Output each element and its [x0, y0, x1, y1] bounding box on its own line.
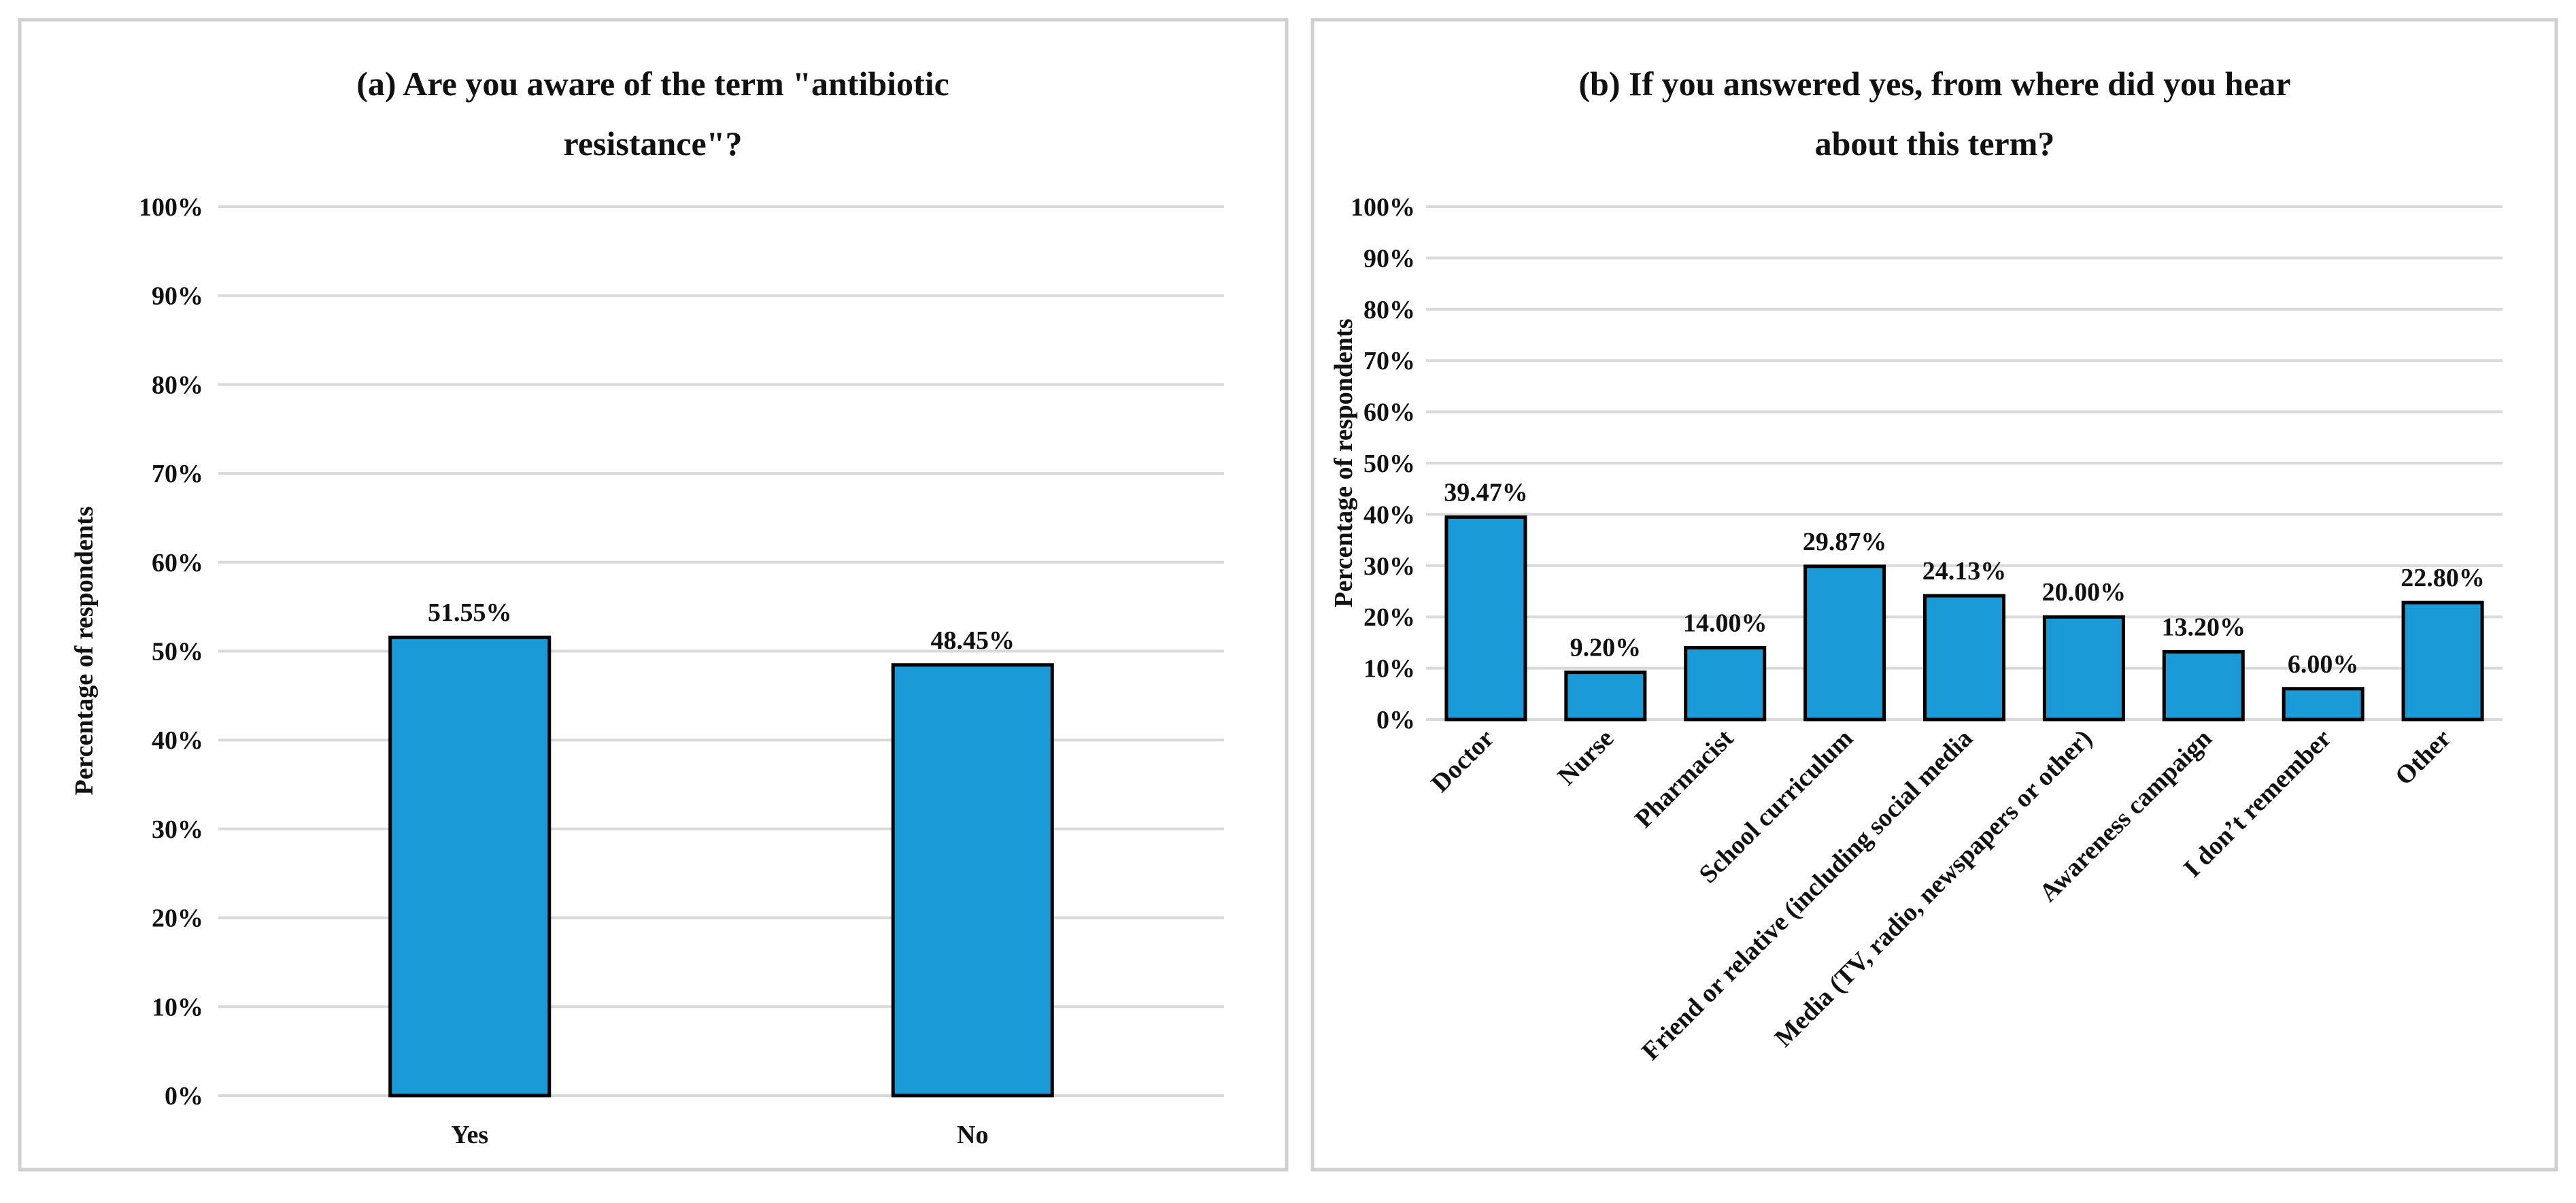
bar-pharmacist: [1684, 645, 1767, 722]
x-category-label: Yes: [451, 1121, 488, 1149]
y-tick-label: 0%: [165, 1082, 203, 1111]
data-label: 6.00%: [2288, 650, 2359, 679]
bar-doctor: [1444, 515, 1527, 722]
chart-title-line: resistance"?: [564, 124, 743, 163]
data-label: 13.20%: [2162, 613, 2246, 641]
bar-nurse: [1564, 671, 1647, 722]
y-tick-label: 70%: [152, 460, 203, 488]
data-label: 48.45%: [931, 626, 1015, 655]
y-tick-label: 50%: [1363, 450, 1415, 478]
y-tick-label: 10%: [1363, 655, 1415, 683]
y-tick-label: 80%: [1363, 296, 1415, 324]
y-axis-label: Percentage of respondents: [70, 507, 99, 796]
bar-friend-or-relative-including-social-media: [1923, 594, 2005, 722]
data-label: 39.47%: [1444, 478, 1528, 507]
y-tick-label: 90%: [1363, 244, 1415, 273]
chart-title-line: (a) Are you aware of the term "antibioti…: [356, 65, 949, 103]
y-tick-label: 80%: [152, 371, 203, 399]
y-tick-label: 40%: [1363, 501, 1415, 529]
data-label: 29.87%: [1803, 528, 1887, 556]
y-tick-label: 30%: [1363, 552, 1415, 581]
bar-awareness-campaign: [2162, 649, 2245, 722]
bar-other: [2401, 600, 2484, 722]
bar-no: [891, 663, 1054, 1098]
y-tick-label: 0%: [1376, 706, 1415, 734]
bar-i-don-t-remember: [2282, 687, 2365, 722]
data-label: 51.55%: [428, 598, 512, 627]
chart-title-line: (b) If you answered yes, from where did …: [1578, 65, 2290, 103]
y-tick-label: 40%: [152, 726, 203, 755]
y-tick-label: 100%: [1351, 193, 1415, 222]
data-label: 22.80%: [2401, 564, 2485, 592]
x-category-label: No: [957, 1121, 988, 1149]
data-label: 24.13%: [1922, 557, 2007, 586]
data-label: 14.00%: [1683, 609, 1767, 637]
chart-title-line: about this term?: [1815, 124, 2055, 163]
y-tick-label: 90%: [152, 282, 203, 311]
y-tick-label: 60%: [1363, 399, 1415, 427]
chart-a: (a) Are you aware of the term "antibioti…: [70, 65, 1224, 1149]
y-tick-label: 20%: [1363, 603, 1415, 632]
bar-yes: [388, 635, 552, 1098]
y-tick-label: 50%: [152, 638, 203, 666]
y-axis-label: Percentage of respondents: [1329, 319, 1358, 608]
y-tick-label: 70%: [1363, 347, 1415, 375]
y-tick-label: 10%: [152, 993, 203, 1021]
data-label: 20.00%: [2042, 578, 2126, 607]
bar-media-tv-radio-newspapers-or-other-: [2042, 615, 2125, 722]
y-tick-label: 20%: [152, 904, 203, 933]
y-tick-label: 60%: [152, 549, 203, 577]
data-label: 9.20%: [1570, 634, 1642, 662]
bar-school-curriculum: [1803, 564, 1886, 722]
y-tick-label: 30%: [152, 815, 203, 844]
y-tick-label: 100%: [139, 193, 203, 222]
panel-a-border: [18, 18, 1289, 1172]
